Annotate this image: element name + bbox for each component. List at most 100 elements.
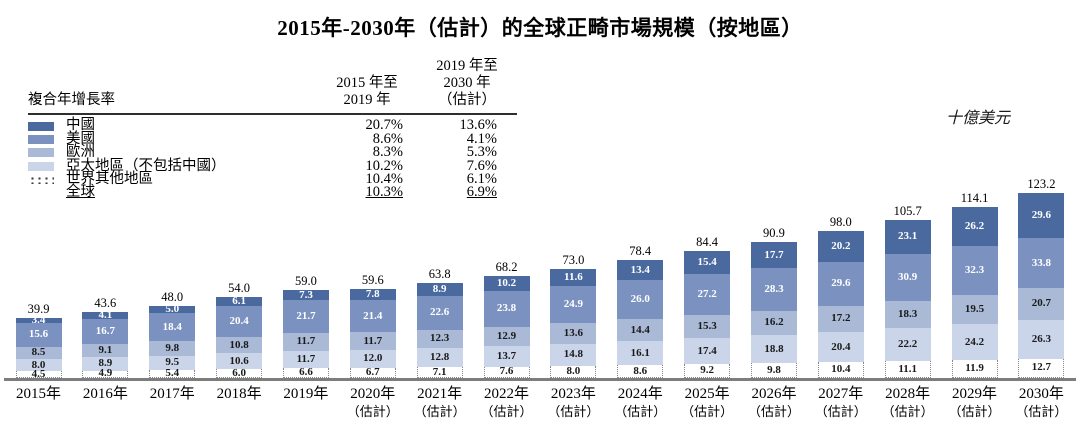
bar-segment: 5.0	[149, 304, 196, 314]
bar-segment: 11.6	[550, 268, 597, 287]
bar-segment: 15.6	[15, 323, 62, 347]
bar-total-label: 68.2	[495, 259, 518, 274]
bar-stack: 29.6 33.8 20.7 26.3 12.7	[1018, 193, 1065, 378]
bar-segment: 8.9	[82, 357, 129, 371]
x-axis-label-2030年: 2030年 （估計）	[1015, 386, 1068, 419]
bar-2016年: 43.6 4.1 16.7 9.1 8.9 4.9	[73, 296, 138, 379]
bar-segment: 16.1	[617, 340, 664, 366]
bar-segment: 19.5	[951, 294, 998, 324]
cagr-row-label: 全球	[66, 184, 95, 201]
cagr-table-header: 複合年增長率 2015 年至 2019 年 2019 年至 2030 年 （估計…	[28, 58, 517, 116]
bar-segment: 8.0	[550, 366, 597, 378]
x-axis-label-2016年: 2016年	[82, 386, 128, 402]
bar-total-label: 59.6	[361, 272, 384, 287]
bar-segment: 22.6	[416, 295, 463, 330]
cagr-value-2019-2030: 4.1%	[466, 130, 497, 147]
cagr-row-label: 歐洲	[66, 144, 95, 161]
bar-segment: 20.7	[1018, 288, 1065, 320]
x-axis-label-2019年: 2019年	[283, 386, 329, 402]
bar-segment: 9.8	[750, 363, 797, 378]
bar-stack: 17.7 28.3 16.2 18.8 9.8	[750, 241, 797, 378]
bar-segment: 33.8	[1018, 237, 1065, 289]
cagr-value-2015-2019: 10.3%	[365, 184, 403, 201]
bar-stack: 23.1 30.9 18.3 22.2 11.1	[884, 219, 931, 378]
stacked-bar-chart: 39.9 3.4 15.6 8.5 8.0 4.5 43.6 4.1 16.7 9.1 8.9 4.9…	[4, 176, 1076, 420]
bar-segment: 18.4	[149, 313, 196, 341]
bar-total-label: 114.1	[960, 190, 989, 205]
legend-swatch-cell	[28, 161, 66, 171]
cagr-value-2019-2030: 6.9%	[466, 184, 497, 201]
col-header-line: 2015 年至	[336, 75, 398, 92]
cagr-row-label: 亞太地區（不包括中國）	[66, 157, 226, 174]
x-axis-label-2026年: 2026年 （估計）	[747, 386, 800, 419]
cagr-row-label: 世界其他地區	[66, 170, 153, 187]
cagr-rows: 中國 20.7% 13.6% 美國 8.6% 4.1% 歐洲 8.3% 5.3% 亞太地區（不包括…	[28, 115, 517, 201]
bar-segment: 30.9	[884, 254, 931, 301]
bar-total-label: 48.0	[161, 289, 184, 304]
bar-total-label: 123.2	[1027, 177, 1056, 192]
x-axis-label-2023年: 2023年 （估計）	[547, 386, 600, 419]
bar-segment: 17.4	[684, 338, 731, 365]
bar-stack: 3.4 15.6 8.5 8.0 4.5	[15, 314, 62, 379]
bar-segment: 8.6	[617, 365, 664, 378]
col-header-line: 2019 年至	[436, 58, 498, 74]
bar-segment: 7.6	[483, 366, 530, 378]
bar-segment: 11.7	[282, 333, 329, 351]
bar-segment: 4.5	[15, 368, 62, 379]
bar-2028年: 105.7 23.1 30.9 18.3 22.2 11.1	[875, 204, 940, 378]
cagr-col-header-2019-2030: 2019 年至 2030 年 （估計）	[417, 58, 517, 109]
bar-segment: 29.6	[817, 261, 864, 307]
cagr-value-2019-2030: 13.6%	[459, 117, 497, 134]
bar-segment: 4.9	[82, 368, 129, 379]
x-axis-label-2027年: 2027年 （估計）	[814, 386, 867, 419]
bar-segment: 9.5	[149, 355, 196, 370]
cagr-value-2015-2019: 10.2%	[365, 157, 403, 174]
bar-segment: 4.1	[82, 309, 129, 321]
bar-stack: 6.1 20.4 10.8 10.6 6.0	[216, 296, 263, 378]
x-axis-label-2024年: 2024年 （估計）	[614, 386, 667, 419]
bar-segment: 15.4	[684, 251, 731, 275]
cagr-table: 複合年增長率 2015 年至 2019 年 2019 年至 2030 年 （估計…	[28, 58, 517, 200]
bar-stack: 4.1 16.7 9.1 8.9 4.9	[82, 309, 129, 379]
cagr-value-2015-2019: 8.6%	[372, 130, 403, 147]
bar-segment: 27.2	[684, 274, 731, 316]
x-axis-label-2025年: 2025年 （估計）	[681, 386, 734, 419]
legend-swatch-icon	[28, 148, 54, 158]
bar-segment: 16.2	[750, 310, 797, 336]
bar-total-label: 43.6	[94, 296, 117, 311]
bar-segment: 12.0	[349, 349, 396, 368]
bar-total-label: 90.9	[763, 225, 785, 240]
bar-segment: 29.6	[1018, 193, 1065, 238]
bar-segment: 18.8	[750, 335, 797, 364]
bar-stack: 13.4 26.0 14.4 16.1 8.6	[617, 260, 664, 378]
bar-2019年: 59.0 7.3 21.7 11.7 11.7 6.6	[273, 274, 338, 378]
bar-segment: 28.3	[750, 268, 797, 311]
bar-stack: 26.2 32.3 19.5 24.2 11.9	[951, 206, 998, 378]
bar-2018年: 54.0 6.1 20.4 10.8 10.6 6.0	[207, 281, 272, 378]
bar-stack: 7.8 21.4 11.7 12.0 6.7	[349, 289, 396, 378]
bar-segment: 12.7	[1018, 358, 1065, 378]
bar-total-label: 39.9	[27, 302, 50, 317]
bar-segment: 11.1	[884, 361, 931, 378]
legend-swatch-cell	[28, 134, 66, 144]
cagr-row-3: 歐洲 8.3% 5.3%	[28, 144, 517, 161]
legend-swatch-icon	[28, 161, 54, 171]
bar-segment: 9.1	[82, 343, 129, 358]
bar-2022年: 68.2 10.2 23.8 12.9 13.7 7.6	[474, 260, 539, 378]
bar-segment: 14.4	[617, 319, 664, 341]
bar-stack: 10.2 23.8 12.9 13.7 7.6	[483, 275, 530, 378]
bar-2029年: 114.1 26.2 32.3 19.5 24.2 11.9	[942, 191, 1007, 378]
bar-segment: 23.1	[884, 219, 931, 255]
bar-segment: 11.9	[951, 360, 998, 378]
bar-stack: 11.6 24.9 13.6 14.8 8.0	[550, 268, 597, 378]
bar-segment: 20.2	[817, 231, 864, 262]
bar-2027年: 98.0 20.2 29.6 17.2 20.4 10.4	[808, 215, 873, 378]
cagr-row-6: 全球 10.3% 6.9%	[28, 184, 517, 201]
bar-segment: 7.3	[282, 289, 329, 301]
bar-segment: 14.8	[550, 343, 597, 366]
bar-total-label: 84.4	[696, 235, 719, 250]
col-header-line: （估計）	[438, 92, 496, 109]
bar-segment: 8.0	[15, 359, 62, 372]
bar-2030年: 123.2 29.6 33.8 20.7 26.3 12.7	[1009, 177, 1074, 378]
